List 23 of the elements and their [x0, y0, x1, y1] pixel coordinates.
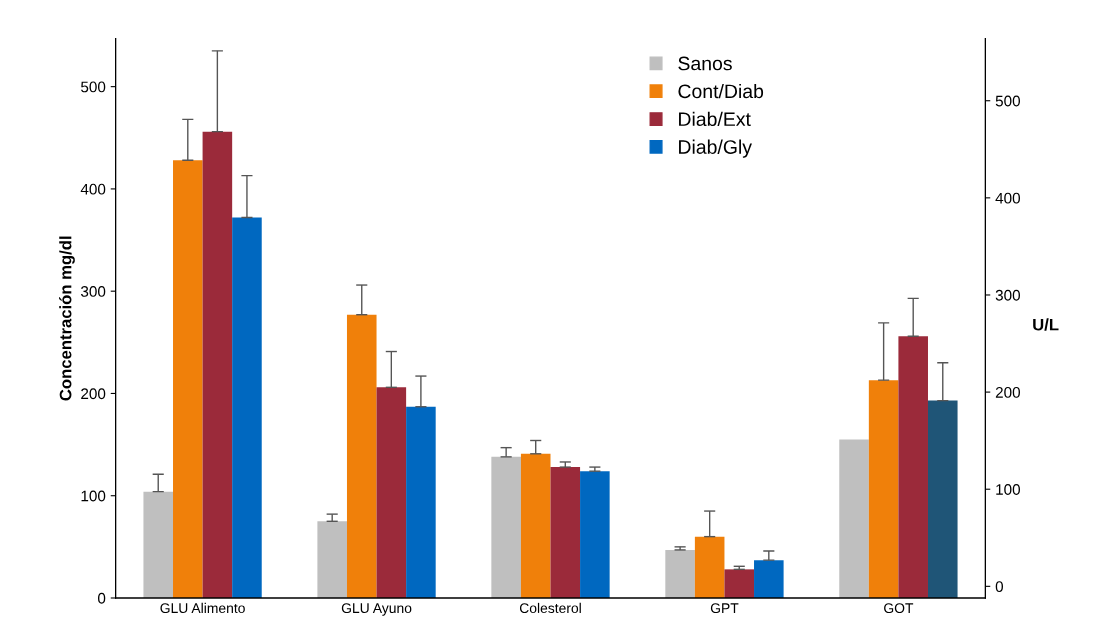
y-tick-label: 0 — [97, 592, 106, 604]
x-tick-label: GOT — [884, 603, 914, 614]
x-tick-label: GPT — [710, 603, 739, 614]
y2-tick-label: 300 — [995, 289, 1021, 301]
legend-label: Diab/Gly — [679, 139, 752, 158]
y2-tick-label: 500 — [995, 95, 1021, 107]
y-axis-title: Concentración mg/dl — [59, 236, 75, 401]
y2-tick-label: 400 — [995, 192, 1021, 204]
y-tick-label: 300 — [80, 286, 106, 297]
x-tick-label: GLU Alimento — [160, 602, 245, 614]
y2-tick-label: 200 — [995, 386, 1021, 398]
x-tick-label: Colesterol — [519, 602, 581, 614]
y2-tick-label: 100 — [996, 484, 1021, 495]
legend-label: Sanos — [678, 56, 732, 71]
x-tick-label: GLU Ayuno — [341, 603, 412, 616]
legend-label: Diab/Ext — [679, 111, 751, 127]
y2-tick-label: 0 — [995, 581, 1004, 593]
legend-label: Cont/Diab — [678, 83, 764, 99]
y2-axis-title: U/L — [1033, 318, 1059, 331]
y-tick-label: 100 — [81, 490, 106, 502]
y-tick-label: 200 — [81, 388, 106, 400]
y-tick-label: 500 — [81, 81, 106, 93]
y-tick-label: 400 — [80, 183, 106, 195]
